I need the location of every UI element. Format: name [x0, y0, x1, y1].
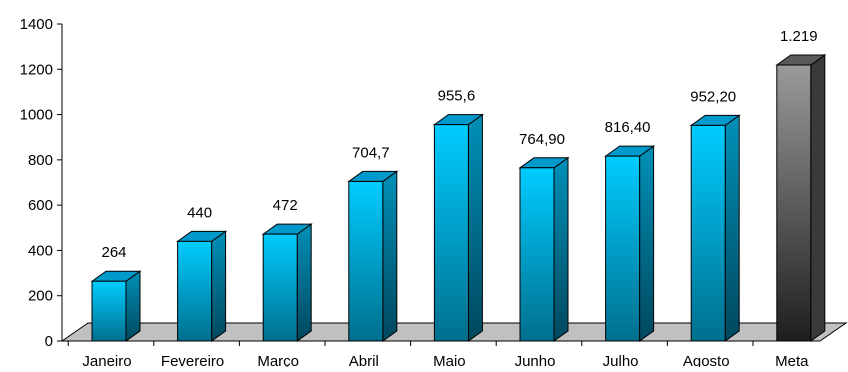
data-label: 704,7	[352, 144, 390, 161]
bar-side-face	[296, 223, 312, 342]
bar-front-face	[690, 124, 726, 342]
bar-fevereiro	[176, 230, 228, 342]
bar-meta	[775, 54, 827, 342]
y-tick-label: 600	[28, 197, 53, 214]
x-category-label: Abril	[349, 353, 379, 367]
bar-front-face	[348, 180, 384, 342]
bar-side-face	[211, 230, 227, 342]
bar-front-face	[262, 233, 298, 342]
bar-front-face	[776, 64, 812, 342]
x-category-label: Janeiro	[82, 353, 131, 367]
y-tick-label: 800	[28, 152, 53, 169]
bar-front-face	[91, 280, 127, 342]
bar-maio	[432, 113, 484, 342]
data-label: 1.219	[780, 28, 818, 45]
bar-front-face	[519, 167, 555, 342]
bar-junho	[518, 156, 570, 342]
bar-janeiro	[90, 270, 142, 342]
y-tick-label: 1200	[20, 61, 53, 78]
x-category-label: Julho	[603, 353, 639, 367]
bar-side-face	[467, 113, 483, 342]
data-label: 955,6	[438, 88, 476, 105]
y-tick-label: 400	[28, 242, 53, 259]
x-category-label: Junho	[515, 353, 556, 367]
bar-front-face	[433, 124, 469, 342]
x-category-label: Meta	[775, 353, 809, 367]
data-label: 764,90	[519, 131, 565, 148]
bar-side-face	[639, 145, 655, 342]
y-tick-label: 0	[45, 333, 53, 350]
x-category-label: Março	[257, 353, 299, 367]
bar-março	[261, 223, 313, 342]
data-label: 816,40	[605, 119, 651, 136]
bar-side-face	[553, 156, 569, 342]
y-tick-label: 200	[28, 288, 53, 305]
bar-agosto	[689, 114, 741, 342]
x-category-label: Agosto	[683, 353, 730, 367]
x-category-label: Maio	[433, 353, 466, 367]
y-tick-label: 1000	[20, 107, 53, 124]
data-label: 472	[273, 197, 298, 214]
data-label: 952,20	[690, 88, 736, 105]
y-tick-label: 1400	[20, 16, 53, 33]
bar-side-face	[382, 170, 398, 342]
bar-julho	[604, 145, 656, 342]
bar-side-face	[125, 270, 141, 342]
bar-front-face	[177, 240, 213, 342]
data-label: 264	[101, 244, 126, 261]
data-label: 440	[187, 204, 212, 221]
bar-abril	[347, 170, 399, 342]
x-category-label: Fevereiro	[161, 353, 224, 367]
bar-front-face	[605, 155, 641, 342]
bar-side-face	[724, 114, 740, 342]
bar-side-face	[810, 54, 826, 342]
